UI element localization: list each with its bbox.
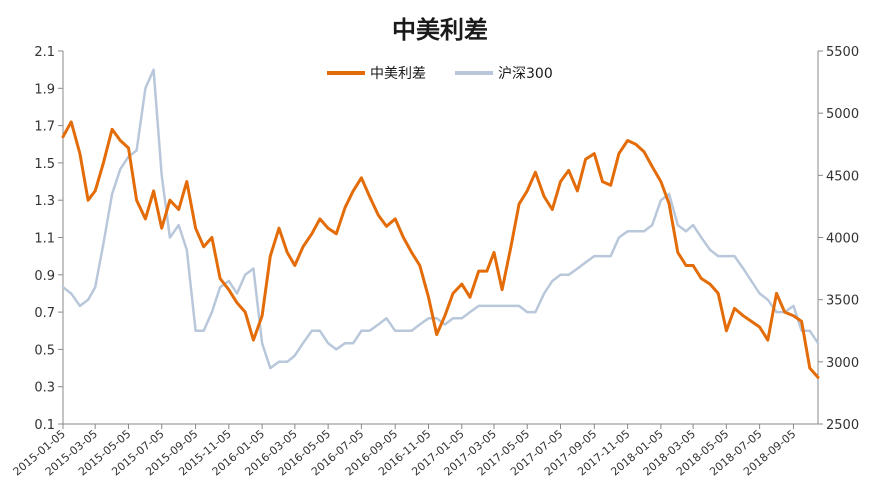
y-right-ticks: 2500 3000 3500 4000 4500 5000 5500: [818, 45, 859, 433]
series-line-csi300: [61, 68, 820, 370]
y-left-tick-label: 0.7: [34, 306, 55, 321]
y-left-tick-label: 1.5: [34, 157, 55, 172]
y-right-tick-label: 3000: [826, 356, 859, 371]
legend-label-spread: 中美利差: [370, 66, 426, 82]
y-right-tick-label: 5500: [826, 45, 859, 60]
series-line-spread: [61, 120, 820, 379]
y-left-tick-label: 1.3: [34, 194, 55, 209]
y-left-ticks: 0.1 0.3 0.5 0.7 0.9 1.1 1.3 1.5 1.7 1.9 2.1: [34, 45, 63, 433]
y-left-tick-label: 1.7: [34, 120, 55, 135]
series-layer: [61, 68, 820, 379]
y-right-tick-label: 4000: [826, 232, 859, 247]
y-left-tick-label: 2.1: [34, 45, 55, 60]
y-left-tick-label: 0.3: [34, 381, 55, 396]
y-right-tick-label: 5000: [826, 107, 859, 122]
legend: 中美利差 沪深300: [327, 66, 553, 82]
chart-title: 中美利差: [392, 16, 488, 44]
y-right-tick-label: 4500: [826, 169, 859, 184]
y-right-tick-label: 3500: [826, 294, 859, 309]
x-ticks: 2015-01-052015-03-052015-05-052015-07-05…: [11, 424, 798, 478]
y-left-tick-label: 1.1: [34, 232, 55, 247]
y-left-tick-label: 0.5: [34, 343, 55, 358]
y-right-tick-label: 2500: [826, 418, 859, 433]
axes: [62, 51, 819, 425]
legend-label-csi300: 沪深300: [498, 66, 553, 82]
y-left-tick-label: 1.9: [34, 82, 55, 97]
y-left-tick-label: 0.9: [34, 269, 55, 284]
y-left-tick-label: 0.1: [34, 418, 55, 433]
